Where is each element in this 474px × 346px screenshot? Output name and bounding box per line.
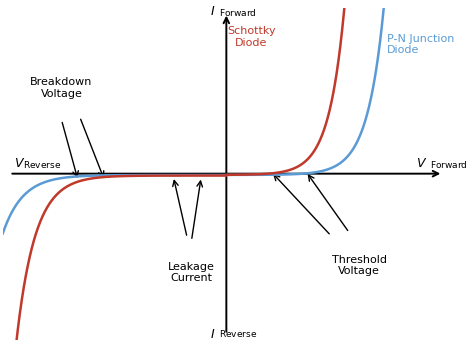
- Text: ${\rm Reverse}$: ${\rm Reverse}$: [219, 328, 257, 339]
- Text: $V$: $V$: [14, 156, 25, 170]
- Text: ${\rm Reverse}$: ${\rm Reverse}$: [23, 158, 61, 170]
- Text: Schottky
Diode: Schottky Diode: [227, 26, 276, 48]
- Text: $I$: $I$: [210, 5, 215, 18]
- Text: $I$: $I$: [210, 328, 215, 341]
- Text: Breakdown
Voltage: Breakdown Voltage: [30, 78, 92, 99]
- Text: ${\rm Forward}$: ${\rm Forward}$: [219, 7, 257, 18]
- Text: P-N Junction
Diode: P-N Junction Diode: [387, 34, 455, 55]
- Text: $V$: $V$: [416, 156, 428, 170]
- Text: Leakage
Current: Leakage Current: [168, 262, 215, 283]
- Text: Threshold
Voltage: Threshold Voltage: [332, 255, 387, 276]
- Text: ${\rm Forward}$: ${\rm Forward}$: [430, 158, 468, 170]
